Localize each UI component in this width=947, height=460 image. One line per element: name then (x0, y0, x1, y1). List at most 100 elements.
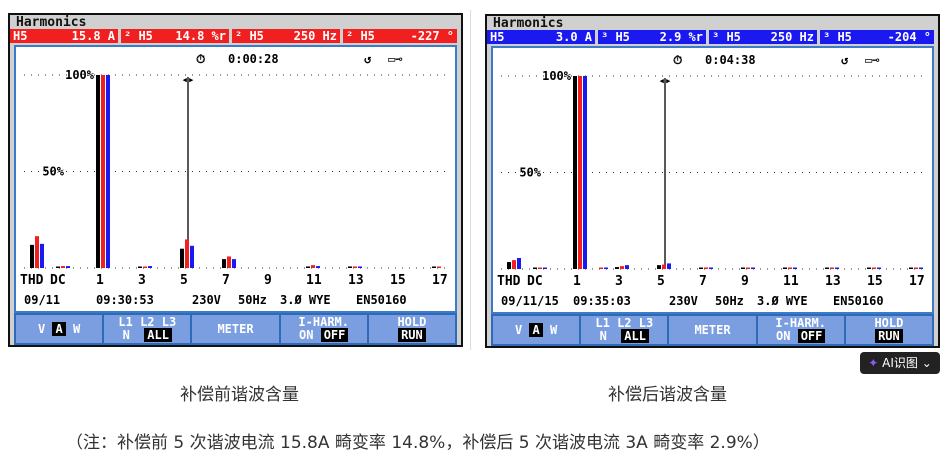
x-tick-label: 15 (390, 273, 406, 288)
x-tick-label: 9 (741, 274, 749, 289)
sparkle-icon: ✦ (868, 356, 883, 370)
y-tick-label: 50% (42, 165, 64, 179)
x-tick-label: 5 (657, 274, 665, 289)
bar-L2-17 (437, 266, 441, 268)
bar-L3-5 (190, 245, 194, 268)
power-plug-icon: ▭⊸ (865, 53, 879, 67)
readout-frequency: ² H5 250 Hz (232, 29, 340, 43)
voltage: 230V (669, 294, 698, 308)
bar-L2-13 (830, 267, 834, 269)
bar-L3-THD (40, 243, 44, 268)
y-tick-label: 50% (519, 166, 541, 180)
x-tick-label: 1 (573, 274, 581, 289)
bar-L3-3 (625, 265, 629, 269)
bar-L2-9 (746, 267, 750, 269)
plot-panel: 100% 50% ◂▸ THD DC 1 3 5 7 9 11 13 15 17 ⏱ 0:00:28 ↺ ▭⊸ 09… (14, 45, 457, 313)
readout-current: H5 15.8 A (10, 29, 118, 43)
bar-L3-11 (316, 266, 320, 268)
phase-button[interactable]: L1 L2 L3 N ALL (104, 315, 191, 343)
bar-L1-THD (507, 262, 511, 269)
bar-L1-11 (306, 266, 310, 268)
bar-L1-DC (56, 266, 60, 268)
readout-current: H5 3.0 A (487, 30, 595, 44)
bar-L3-5 (667, 263, 671, 269)
bar-L3-9 (751, 267, 755, 269)
standard: EN50160 (833, 294, 884, 308)
standard: EN50160 (356, 293, 407, 307)
caption-after: 补偿后谐波含量 (608, 385, 727, 405)
bar-L2-11 (788, 267, 792, 269)
hold-run-button[interactable]: HOLD RUN (368, 315, 456, 343)
meter-button[interactable]: METER (669, 316, 756, 344)
vaw-button[interactable]: V A W (493, 316, 580, 344)
analyzer-screen-after: Harmonics H5 3.0 A ³ H5 2.9 %r ³ H5 250 Hz … (485, 14, 940, 348)
meter-button[interactable]: METER (192, 315, 279, 343)
date: 09/11 (24, 293, 60, 307)
y-tick-label: 100% (542, 69, 572, 83)
config: 3.Ø WYE (280, 293, 331, 307)
bar-L3-7 (709, 267, 713, 269)
bar-L3-THD (517, 257, 521, 269)
iharm-button[interactable]: I-HARM. ON OFF (280, 315, 367, 343)
date: 09/11/15 (501, 294, 559, 308)
divider (470, 10, 471, 350)
hold-run-button[interactable]: HOLD RUN (845, 316, 933, 344)
timer: 0:04:38 (705, 53, 756, 67)
x-tick-label: 11 (783, 274, 799, 289)
bar-L3-17 (919, 267, 923, 269)
x-tick-label: 9 (264, 273, 272, 288)
harmonics-chart: 100%50%◂▸THD DC 1 3 5 7 9 11 13 15 17⏱ 0:04:38 ↺ ▭⊸09… (497, 53, 925, 308)
bar-L2-5 (185, 239, 189, 268)
x-tick-label: 11 (306, 273, 322, 288)
x-tick-label: 17 (432, 273, 448, 288)
bar-L2-15 (872, 267, 876, 269)
bar-L3-DC (66, 266, 70, 268)
x-tick-label: DC (527, 274, 543, 289)
bar-L1-5 (657, 265, 661, 269)
bar-L3-1 (583, 76, 587, 269)
bar-L2-7 (227, 256, 231, 268)
bar-L2-7 (704, 267, 708, 269)
x-tick-label: 3 (138, 273, 146, 288)
bar-L1-9 (741, 267, 745, 269)
bar-L1-7 (699, 267, 703, 269)
cursor-arrows-icon: ◂▸ (181, 73, 194, 86)
bar-L3-15 (877, 267, 881, 269)
readout-phase: ² H5 -227 ° (343, 29, 457, 43)
x-tick-label: 5 (180, 273, 188, 288)
bar-L3-3 (148, 266, 152, 268)
note: （注：补偿前 5 次谐波电流 15.8A 畸变率 14.8%，补偿后 5 次谐波… (66, 433, 770, 453)
bar-L2-13 (353, 266, 357, 268)
x-tick-label: THD (20, 273, 44, 288)
refresh-icon: ↺ (841, 53, 848, 67)
analyzer-screen-before: Harmonics H5 15.8 A ² H5 14.8 %r ² H5 250 H… (8, 13, 463, 347)
bar-L1-DC (533, 267, 537, 269)
x-tick-label: THD (497, 274, 521, 289)
bar-L1-1 (573, 76, 577, 269)
x-tick-label: 13 (825, 274, 841, 289)
y-tick-label: 100% (65, 68, 95, 82)
bar-L2-THD (35, 236, 39, 268)
iharm-button[interactable]: I-HARM. ON OFF (757, 316, 844, 344)
x-tick-label: DC (50, 273, 66, 288)
harmonics-chart: 100%50%◂▸THD DC 1 3 5 7 9 11 13 15 17⏱ 0:00:28 ↺ ▭⊸09… (20, 52, 448, 307)
screen-title: Harmonics (16, 15, 87, 30)
phase-button[interactable]: L1 L2 L3 N ALL (581, 316, 668, 344)
ai-recognize-button[interactable]: ✦ AI识图 ⌄ (860, 352, 940, 374)
readout-thd: ³ H5 2.9 %r (598, 30, 706, 44)
bar-L1-17 (909, 267, 913, 269)
bar-L1-11 (783, 267, 787, 269)
power-plug-icon: ▭⊸ (388, 52, 402, 66)
bar-L2-DC (538, 267, 542, 269)
bar-L1-3 (138, 266, 142, 268)
bar-L3-13 (835, 267, 839, 269)
bar-L2-5 (662, 264, 666, 269)
screen-title: Harmonics (493, 16, 564, 31)
bar-L1-7 (222, 259, 226, 268)
bar-L2-3 (143, 266, 147, 268)
bar-L1-THD (30, 244, 34, 268)
vaw-button[interactable]: V A W (16, 315, 103, 343)
bar-L1-13 (825, 267, 829, 269)
bar-L2-1 (101, 75, 105, 268)
x-tick-label: 1 (96, 273, 104, 288)
